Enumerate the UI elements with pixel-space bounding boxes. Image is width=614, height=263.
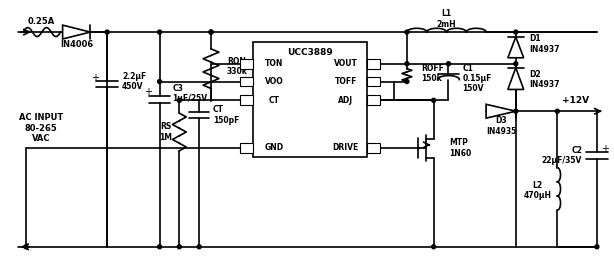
Text: CT: CT: [269, 96, 280, 105]
Text: C3
1μF/25V: C3 1μF/25V: [173, 84, 208, 103]
Text: C1
0.15μF
150V: C1 0.15μF 150V: [462, 64, 492, 93]
Text: DRIVE: DRIVE: [332, 143, 359, 152]
Circle shape: [105, 30, 109, 34]
Text: ROFF
150k: ROFF 150k: [421, 64, 444, 83]
Circle shape: [24, 245, 28, 249]
Circle shape: [158, 79, 161, 84]
Text: RON
330k: RON 330k: [227, 57, 247, 76]
Circle shape: [595, 245, 599, 249]
Circle shape: [555, 109, 559, 113]
Circle shape: [514, 109, 518, 113]
Text: 4: 4: [371, 97, 376, 103]
Polygon shape: [63, 25, 90, 39]
Text: TOFF: TOFF: [335, 77, 357, 86]
Text: VOO: VOO: [265, 77, 284, 86]
Text: 8: 8: [244, 61, 249, 67]
Circle shape: [432, 245, 435, 249]
Circle shape: [405, 30, 409, 34]
Text: ADJ: ADJ: [338, 96, 353, 105]
Text: VOUT: VOUT: [333, 59, 357, 68]
Bar: [367, 143, 380, 153]
Text: CT
150pF: CT 150pF: [213, 105, 239, 125]
Text: IN4006: IN4006: [60, 41, 93, 49]
Bar: [367, 95, 380, 105]
Text: 1: 1: [244, 97, 249, 103]
Text: 5: 5: [244, 145, 249, 151]
Bar: [367, 77, 380, 87]
Circle shape: [209, 30, 213, 34]
Text: L1
2mH: L1 2mH: [437, 9, 456, 29]
Bar: [239, 77, 252, 87]
Text: +: +: [91, 73, 99, 83]
Text: UCC3889: UCC3889: [287, 48, 333, 57]
Bar: [239, 95, 252, 105]
Text: RS
1M: RS 1M: [159, 122, 172, 142]
Circle shape: [177, 245, 181, 249]
Text: C2
22μF/35V: C2 22μF/35V: [542, 146, 582, 165]
Text: +12V: +12V: [562, 96, 589, 105]
Text: TON: TON: [265, 59, 284, 68]
Bar: [239, 59, 252, 69]
Circle shape: [158, 245, 161, 249]
Text: L2
470μH: L2 470μH: [524, 181, 551, 200]
Bar: [367, 59, 380, 69]
Circle shape: [197, 245, 201, 249]
Circle shape: [177, 98, 181, 102]
Text: D1
IN4937: D1 IN4937: [530, 34, 560, 54]
Text: 3: 3: [371, 61, 376, 67]
Polygon shape: [486, 104, 516, 118]
Circle shape: [405, 62, 409, 66]
Circle shape: [209, 30, 213, 34]
Text: 2: 2: [371, 79, 376, 84]
Text: 2.2μF
450V: 2.2μF 450V: [122, 72, 146, 91]
Text: D2
IN4937: D2 IN4937: [530, 70, 560, 89]
Text: 0.25A: 0.25A: [27, 17, 55, 26]
Text: +: +: [144, 87, 152, 97]
Text: 6: 6: [371, 145, 376, 151]
Text: D3
IN4935: D3 IN4935: [486, 116, 516, 136]
Circle shape: [446, 62, 451, 66]
Circle shape: [405, 79, 409, 84]
Text: AC INPUT
80-265
VAC: AC INPUT 80-265 VAC: [18, 113, 63, 143]
Text: 7: 7: [244, 79, 249, 84]
Text: MTP
1N60: MTP 1N60: [449, 138, 472, 158]
Polygon shape: [508, 68, 524, 89]
Text: GND: GND: [265, 143, 284, 152]
Text: +: +: [601, 144, 609, 154]
Bar: [239, 143, 252, 153]
Circle shape: [514, 30, 518, 34]
Circle shape: [158, 30, 161, 34]
Circle shape: [514, 62, 518, 66]
Bar: [252, 42, 367, 157]
Circle shape: [432, 98, 435, 102]
Polygon shape: [508, 37, 524, 58]
